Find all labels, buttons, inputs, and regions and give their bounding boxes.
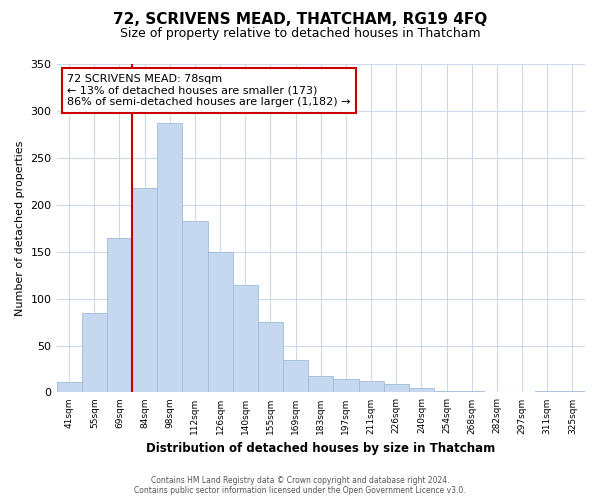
Bar [182,220,208,392]
Text: Contains HM Land Registry data © Crown copyright and database right 2024.
Contai: Contains HM Land Registry data © Crown c… [134,476,466,495]
Bar [434,390,459,392]
Bar [107,238,132,392]
Bar [82,312,107,392]
Bar [132,188,157,392]
Bar [283,360,308,392]
Bar [208,252,233,392]
Bar [383,384,409,392]
X-axis label: Distribution of detached houses by size in Thatcham: Distribution of detached houses by size … [146,442,496,455]
Text: Size of property relative to detached houses in Thatcham: Size of property relative to detached ho… [119,28,481,40]
Bar [56,382,82,392]
Bar [334,380,359,392]
Text: 72, SCRIVENS MEAD, THATCHAM, RG19 4FQ: 72, SCRIVENS MEAD, THATCHAM, RG19 4FQ [113,12,487,28]
Bar [535,390,560,392]
Text: 72 SCRIVENS MEAD: 78sqm
← 13% of detached houses are smaller (173)
86% of semi-d: 72 SCRIVENS MEAD: 78sqm ← 13% of detache… [67,74,350,107]
Bar [157,123,182,392]
Bar [308,376,334,392]
Bar [409,388,434,392]
Bar [233,284,258,393]
Bar [359,381,383,392]
Bar [258,322,283,392]
Y-axis label: Number of detached properties: Number of detached properties [15,140,25,316]
